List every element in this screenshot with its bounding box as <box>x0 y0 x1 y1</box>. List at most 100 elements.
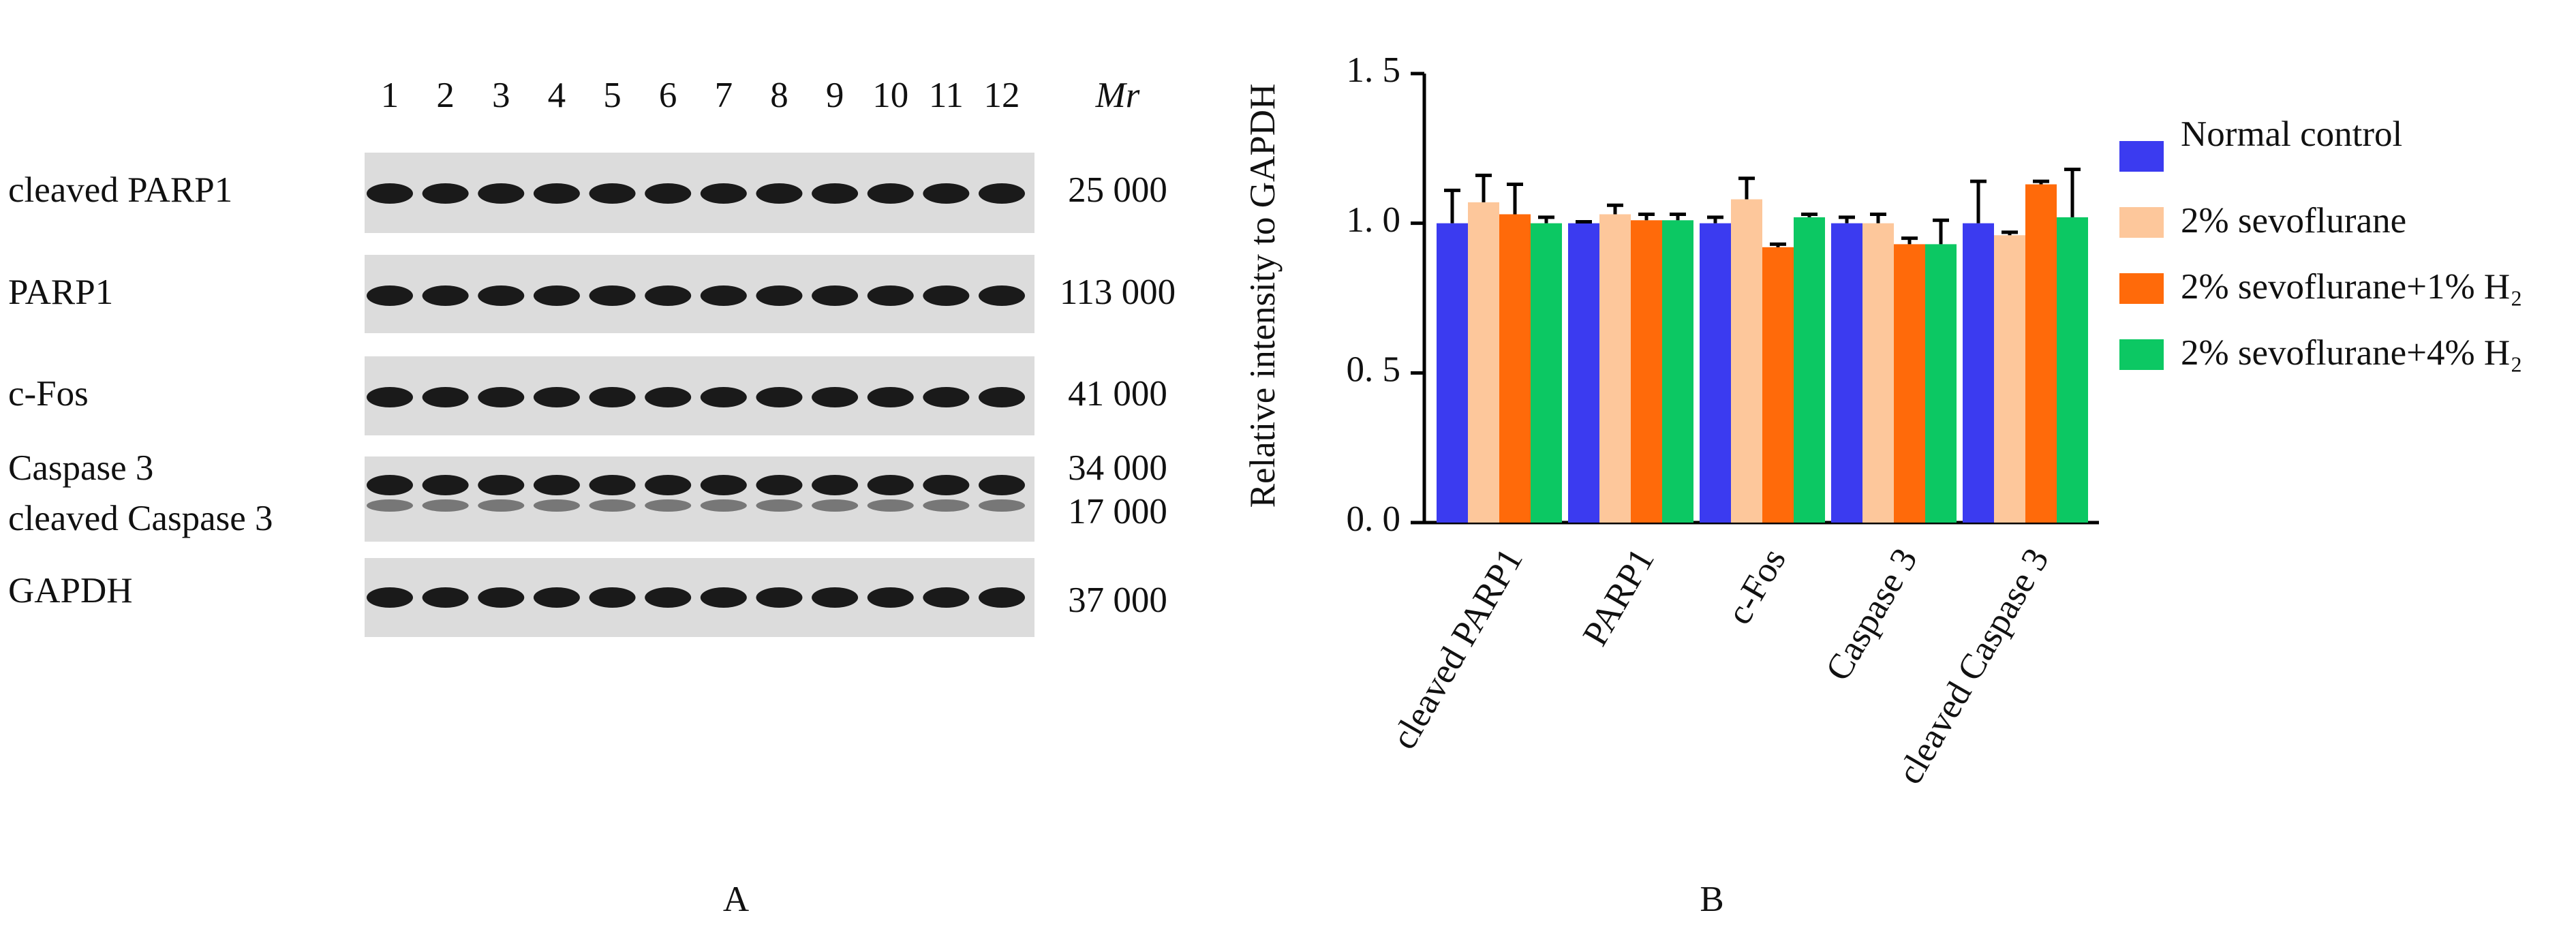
blot-band <box>589 387 636 407</box>
blot-band <box>700 285 747 306</box>
y-tick-label: 0. 0 <box>1347 499 1401 539</box>
blot-band <box>867 499 914 512</box>
blot-band <box>756 587 803 608</box>
error-bar <box>1839 215 1855 223</box>
bar <box>1700 223 1731 523</box>
error-bar <box>1707 215 1723 223</box>
error-bar <box>2064 168 2081 217</box>
lane-label: 4 <box>548 76 566 115</box>
bar <box>1631 220 1662 523</box>
blot-band <box>645 183 692 204</box>
mr-header: Mr <box>1095 76 1140 115</box>
mr-label: 17 000 <box>1068 492 1167 531</box>
bar <box>1994 235 2025 523</box>
blot-band <box>589 183 636 204</box>
lane-label: 5 <box>603 76 622 115</box>
error-bar <box>2033 179 2049 185</box>
x-tick-label: cleaved Caspase 3 <box>1890 542 2056 790</box>
blot-strip <box>365 153 1034 233</box>
blot-band <box>700 183 747 204</box>
blot-strip <box>365 356 1034 435</box>
bar <box>1731 199 1762 523</box>
blot-band <box>812 285 859 306</box>
blot-band <box>867 475 914 495</box>
bar <box>1531 223 1562 523</box>
blot-band <box>867 183 914 204</box>
bar <box>1437 223 1468 523</box>
blot-band <box>979 387 1025 407</box>
legend-label: Normal control <box>2181 114 2402 154</box>
blot-strip <box>365 558 1034 637</box>
y-tick-label: 0. 5 <box>1347 350 1401 389</box>
blot-band <box>367 475 413 495</box>
bar <box>1762 247 1794 523</box>
legend-swatch <box>2119 273 2164 304</box>
blot-band <box>645 587 692 608</box>
mr-label: 34 000 <box>1068 448 1167 488</box>
blot-band <box>700 499 747 512</box>
blot-band <box>533 183 580 204</box>
lane-label: 9 <box>826 76 844 115</box>
bar <box>1831 223 1862 523</box>
blot-band <box>422 475 469 495</box>
blot-band <box>589 499 636 512</box>
bar <box>1894 244 1925 523</box>
blot-band <box>923 183 970 204</box>
error-bar <box>1801 212 1818 217</box>
blot-band <box>422 183 469 204</box>
bar <box>1963 223 1994 523</box>
mr-label: 37 000 <box>1068 580 1167 620</box>
blot-band <box>700 587 747 608</box>
blot-band <box>533 387 580 407</box>
row-label: GAPDH <box>8 571 133 610</box>
blot-band <box>367 285 413 306</box>
mr-label: 113 000 <box>1060 273 1176 312</box>
blot-band <box>478 475 525 495</box>
bar <box>1662 220 1693 523</box>
blot-band <box>756 387 803 407</box>
legend-label: 2% sevoflurane+4% H₂ <box>2181 333 2523 373</box>
bar <box>2057 217 2088 523</box>
blot-band <box>367 587 413 608</box>
y-tick-label: 1. 0 <box>1347 200 1401 240</box>
legend-swatch <box>2119 207 2164 238</box>
bar <box>1794 217 1825 523</box>
lane-label: 3 <box>492 76 510 115</box>
error-bar <box>1507 183 1523 215</box>
y-tick-label: 1. 5 <box>1347 50 1401 90</box>
error-bar <box>1576 219 1592 223</box>
legend-swatch <box>2119 141 2164 172</box>
blot-band <box>589 587 636 608</box>
blot-band <box>812 183 859 204</box>
blot-band <box>589 475 636 495</box>
blot-band <box>923 387 970 407</box>
blot-band <box>422 587 469 608</box>
panel-label: A <box>723 880 749 919</box>
blot-band <box>533 475 580 495</box>
lane-label: 10 <box>872 76 908 115</box>
blot-band <box>756 183 803 204</box>
blot-band <box>645 285 692 306</box>
legend-swatch <box>2119 339 2164 370</box>
blot-band <box>533 285 580 306</box>
error-bar <box>1933 218 1949 245</box>
blot-band <box>367 499 413 512</box>
blot-band <box>812 475 859 495</box>
blot-band <box>812 499 859 512</box>
blot-band <box>478 499 525 512</box>
blot-band <box>645 387 692 407</box>
bar <box>2025 184 2057 523</box>
blot-band <box>812 387 859 407</box>
bar <box>1568 223 1599 523</box>
blot-band <box>700 475 747 495</box>
blot-band <box>645 499 692 512</box>
lane-label: 8 <box>770 76 788 115</box>
panel-label: B <box>1700 880 1723 919</box>
blot-band <box>367 387 413 407</box>
bar <box>1599 214 1631 523</box>
blot-strip <box>365 255 1034 333</box>
blot-band <box>589 285 636 306</box>
row-label: Caspase 3 <box>8 448 153 488</box>
legend-label: 2% sevoflurane+1% H₂ <box>2181 267 2523 307</box>
lane-label: 1 <box>381 76 399 115</box>
